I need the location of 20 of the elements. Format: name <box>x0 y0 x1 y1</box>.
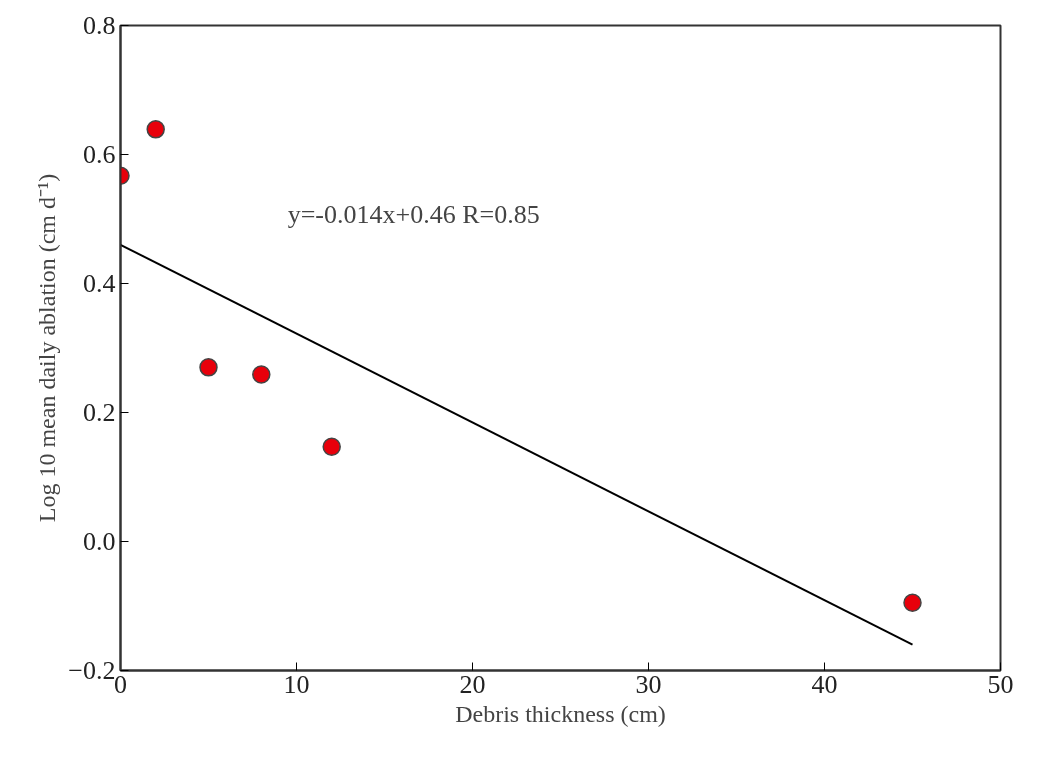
x-tick-label: 20 <box>459 669 486 699</box>
point <box>252 365 271 384</box>
point <box>146 120 165 139</box>
x-tick-label: 0 <box>114 669 127 699</box>
y-tick-label: 0.8 <box>83 11 116 40</box>
y-axis-title: Log 10 mean daily ablation (cm d⁻¹) <box>34 173 61 523</box>
point <box>322 437 341 456</box>
point <box>199 358 218 377</box>
y-tick-label: 0.6 <box>83 140 116 169</box>
y-tick-label: 0.2 <box>83 398 116 427</box>
x-tick-label: 10 <box>283 669 310 699</box>
y-tick-label: −0.2 <box>68 656 116 685</box>
x-axis-title: Debris thickness (cm) <box>455 700 666 727</box>
x-tick-label: 50 <box>987 669 1014 699</box>
x-tick-label: 30 <box>635 669 662 699</box>
annotation: y=-0.014x+0.46 R=0.85 <box>287 199 540 229</box>
point <box>903 593 922 613</box>
y-tick-label: 0.4 <box>83 269 116 298</box>
x-tick-label: 40 <box>811 669 838 699</box>
y-tick-label: 0.0 <box>83 527 116 556</box>
